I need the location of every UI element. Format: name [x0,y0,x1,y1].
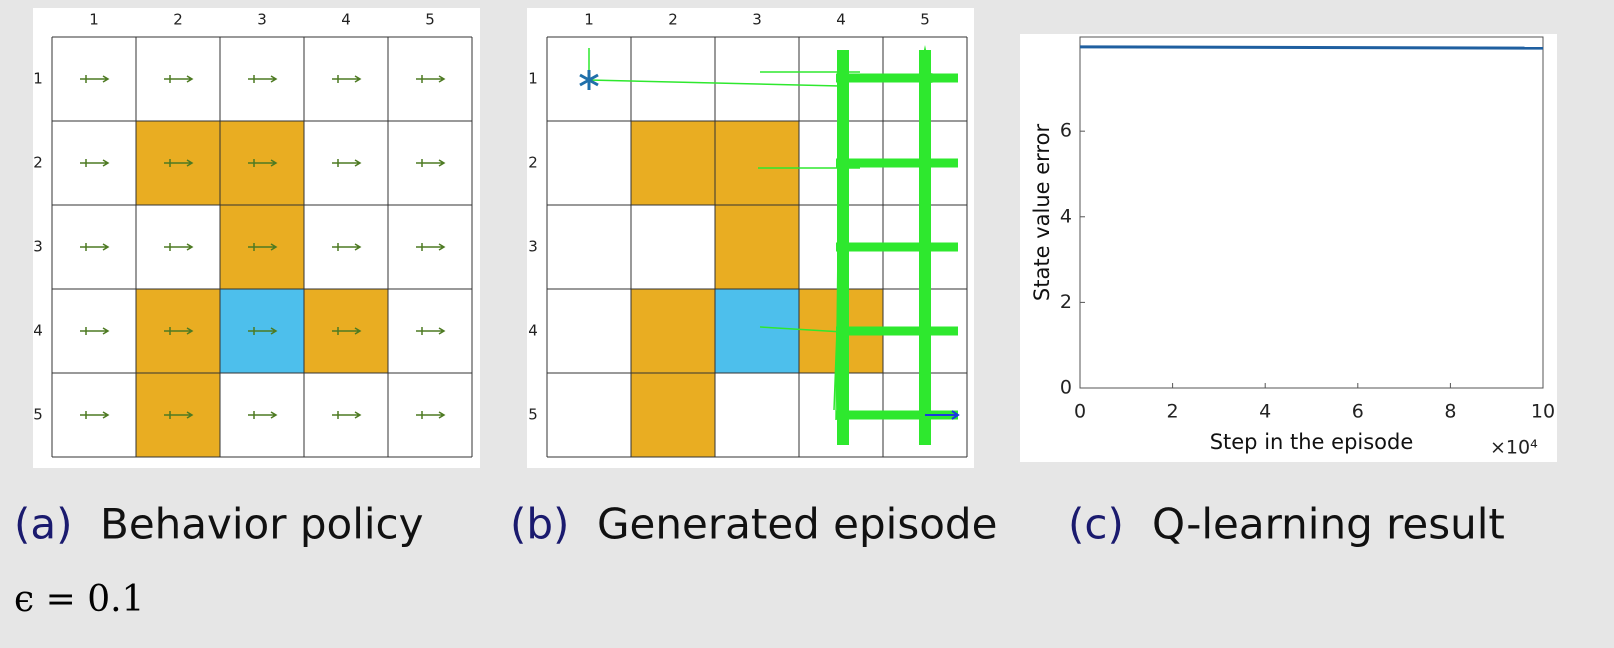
column-label: 4 [836,11,846,29]
policy-arrow [164,75,194,83]
policy-arrow [416,411,446,419]
y-tick-label: 6 [1060,120,1072,142]
column-label: 3 [752,11,762,29]
x-tick-label: 10 [1531,401,1555,423]
policy-arrow [416,159,446,167]
row-label: 2 [33,154,43,172]
y-tick-label: 4 [1060,205,1072,227]
policy-arrow [332,159,362,167]
policy-arrow [332,411,362,419]
y-tick-label: 0 [1060,377,1072,399]
policy-arrow [248,159,278,167]
trajectory [918,45,958,84]
policy-arrow [248,243,278,251]
caption-label: (a) [14,500,73,549]
start-marker [579,70,599,90]
policy-arrow [164,159,194,167]
policy-arrow [80,327,110,335]
policy-arrow [332,75,362,83]
column-label: 5 [425,11,435,29]
row-label: 5 [33,406,43,424]
column-label: 2 [668,11,678,29]
caption: Behavior policy [100,500,424,549]
policy-arrow [416,75,446,83]
row-label: 5 [528,406,538,424]
x-tick-label: 0 [1074,401,1086,423]
panel-c-bg [1020,34,1557,462]
policy-arrow [164,327,194,335]
x-tick-label: 4 [1259,401,1271,423]
x-axis-label: Step in the episode [1210,430,1414,454]
forbidden-cell [631,121,715,205]
caption-label: (c) [1068,500,1124,549]
target-cell [715,289,799,373]
x-multiplier: ×10⁴ [1490,437,1538,459]
policy-arrow [332,243,362,251]
column-label: 5 [920,11,930,29]
caption: Q-learning result [1152,500,1505,549]
row-label: 4 [33,322,43,340]
forbidden-cell [715,121,799,205]
policy-arrow [80,411,110,419]
row-label: 2 [528,154,538,172]
column-label: 2 [173,11,183,29]
row-label: 1 [528,70,538,88]
x-tick-label: 6 [1352,401,1364,423]
column-label: 4 [341,11,351,29]
forbidden-cell [715,205,799,289]
row-label: 3 [528,238,538,256]
last-action [925,410,960,420]
y-tick-label: 2 [1060,291,1072,313]
column-label: 3 [257,11,267,29]
y-axis-label: State value error [1030,124,1054,302]
policy-arrow [248,411,278,419]
forbidden-cell [631,289,715,373]
x-tick-label: 2 [1167,401,1179,423]
row-label: 1 [33,70,43,88]
policy-arrow [248,327,278,335]
policy-arrow [164,243,194,251]
caption-label: (b) [510,500,569,549]
column-label: 1 [89,11,99,29]
policy-arrow [332,327,362,335]
line [1079,45,1544,50]
epsilon-note: ϵ = 0.1 [14,579,144,620]
row-label: 4 [528,322,538,340]
policy-arrow [80,243,110,251]
policy-arrow [80,159,110,167]
policy-arrow [164,411,194,419]
caption: Generated episode [597,500,997,549]
policy-arrow [248,75,278,83]
policy-arrow [416,243,446,251]
column-label: 1 [584,11,594,29]
policy-arrow [80,75,110,83]
row-label: 3 [33,238,43,256]
x-tick-label: 8 [1444,401,1456,423]
policy-arrow [416,327,446,335]
plot-frame [1079,36,1544,389]
forbidden-cell [631,373,715,457]
